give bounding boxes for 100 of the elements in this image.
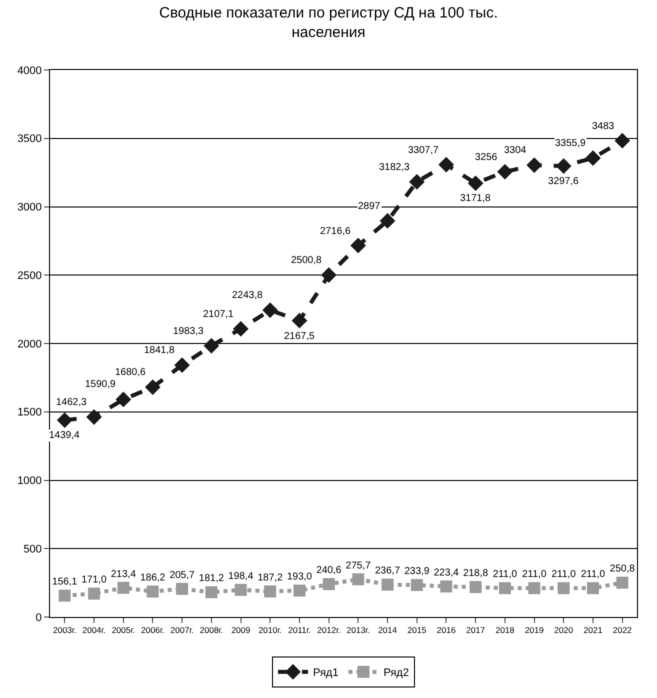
point <box>232 321 249 337</box>
x-tick-label: 2013г. <box>346 625 370 636</box>
data-label: 218,8 <box>463 568 489 580</box>
data-label: 2243,8 <box>232 290 264 301</box>
point <box>116 392 132 408</box>
data-label: 1590,9 <box>85 379 116 390</box>
x-tick-label: 2021 <box>584 625 603 636</box>
data-label: 1439,4 <box>49 430 80 441</box>
point <box>117 582 130 594</box>
y-tick-label: 2000 <box>17 338 42 350</box>
data-label: 236,7 <box>375 566 400 577</box>
point <box>438 156 454 172</box>
data-label: 223,4 <box>434 567 460 578</box>
point <box>470 581 482 594</box>
x-tick-label: 2004г. <box>82 625 106 636</box>
data-label: 213,4 <box>110 568 136 580</box>
data-label: 1841,8 <box>144 345 176 356</box>
data-label: 1983,3 <box>173 326 204 337</box>
data-label: 3304 <box>504 145 527 156</box>
y-tick-label: 0 <box>36 612 42 624</box>
point <box>58 590 71 602</box>
data-label: 171,0 <box>82 574 107 586</box>
data-label: 211,0 <box>580 569 606 580</box>
x-tick-label: 2005г. <box>112 625 136 636</box>
y-tick-label: 500 <box>23 543 42 556</box>
point <box>146 586 159 598</box>
point <box>350 238 366 254</box>
y-tick-label: 4000 <box>17 64 42 77</box>
point <box>292 312 308 328</box>
data-label: 3256 <box>475 152 498 163</box>
data-label: 193,0 <box>286 572 312 583</box>
x-tick-label: 2014 <box>378 625 398 636</box>
x-tick-label: 2010г. <box>258 625 282 636</box>
data-label: 198,4 <box>228 570 254 582</box>
data-label: 250,8 <box>610 564 636 575</box>
point <box>382 578 394 591</box>
x-tick-label: 2011г. <box>288 625 311 636</box>
x-tick-label: 2007г. <box>170 625 194 636</box>
legend-label: Ряд1 <box>313 667 338 680</box>
point <box>88 588 100 600</box>
point <box>176 582 188 595</box>
y-tick-label: 1500 <box>17 406 42 419</box>
point <box>204 338 220 354</box>
data-label: 2897 <box>358 201 381 212</box>
point <box>585 150 601 166</box>
point <box>528 582 540 594</box>
point <box>264 585 276 598</box>
point <box>409 174 425 190</box>
point <box>174 357 190 373</box>
data-label: 3297,6 <box>548 176 580 187</box>
x-tick-label: 2009 <box>231 625 250 636</box>
y-tick-label: 3500 <box>17 133 42 146</box>
data-label: 211,0 <box>492 569 518 580</box>
data-label: 205,7 <box>170 570 196 581</box>
data-label: 2167,5 <box>284 331 316 342</box>
data-label: 2716,6 <box>320 226 352 237</box>
data-label: 3307,7 <box>408 145 440 156</box>
x-tick-label: 2015 <box>407 625 427 636</box>
point <box>440 580 452 592</box>
data-label: 275,7 <box>346 560 372 572</box>
data-label: 2500,8 <box>291 255 322 266</box>
data-label: 156,1 <box>52 576 78 588</box>
point <box>556 158 572 174</box>
data-label: 1680,6 <box>115 367 146 378</box>
point <box>293 584 306 597</box>
y-tick-label: 3000 <box>17 202 42 214</box>
point <box>586 582 599 594</box>
data-label: 3483 <box>592 121 615 132</box>
legend-label: Ряд2 <box>383 667 409 680</box>
data-label: 3171,8 <box>460 193 492 204</box>
point <box>558 582 570 594</box>
point <box>86 409 102 425</box>
point <box>468 175 484 192</box>
data-label: 211,0 <box>551 569 576 580</box>
x-tick-label: 2016 <box>436 625 456 636</box>
data-label: 1462,3 <box>56 397 88 408</box>
data-label: 211,0 <box>522 569 547 580</box>
x-tick-label: 2020 <box>554 625 574 636</box>
data-label: 186,2 <box>140 572 166 584</box>
data-label: 3355,9 <box>555 138 586 149</box>
data-label: 181,2 <box>198 573 224 584</box>
y-tick-label: 1000 <box>17 475 42 488</box>
x-tick-label: 2008г. <box>200 625 224 636</box>
data-label: 3182,3 <box>379 162 410 173</box>
data-label: 233,9 <box>404 566 430 578</box>
chart-title: Сводные показатели по регистру СД на 100 тыс. населения <box>159 4 498 41</box>
x-tick-label: 2003г. <box>53 625 76 636</box>
point <box>322 578 335 590</box>
point <box>410 579 423 592</box>
point <box>497 164 513 180</box>
point <box>352 573 364 586</box>
point <box>498 582 511 594</box>
point <box>144 379 161 395</box>
point <box>321 267 337 283</box>
data-label: 187,2 <box>258 572 284 584</box>
data-label: 2107,1 <box>203 309 234 320</box>
y-tick-label: 2500 <box>17 270 42 282</box>
point <box>205 586 218 598</box>
x-tick-label: 2019 <box>524 625 544 636</box>
point <box>262 302 278 318</box>
